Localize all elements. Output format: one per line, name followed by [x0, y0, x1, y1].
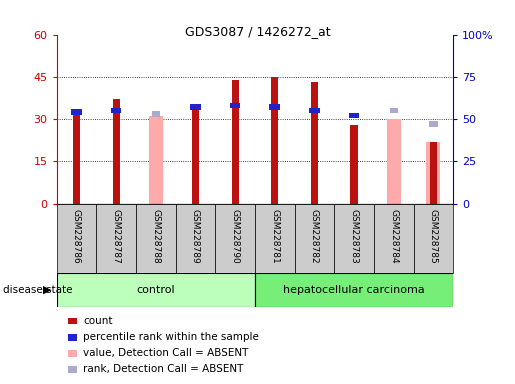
Text: ▶: ▶ — [43, 285, 52, 295]
Bar — [68, 350, 77, 357]
Text: GSM228784: GSM228784 — [389, 209, 398, 264]
Bar — [230, 103, 241, 108]
Text: GSM228785: GSM228785 — [429, 209, 438, 264]
Bar — [374, 204, 414, 273]
Bar — [414, 204, 453, 273]
Bar — [387, 119, 401, 204]
Text: GSM228781: GSM228781 — [270, 209, 279, 264]
Bar — [311, 83, 318, 204]
Bar — [271, 77, 278, 204]
Bar — [255, 204, 295, 273]
Bar — [57, 273, 255, 307]
Bar — [68, 366, 77, 373]
Bar — [73, 113, 80, 204]
Text: GSM228783: GSM228783 — [350, 209, 358, 264]
Bar — [57, 204, 96, 273]
Text: hepatocellular carcinoma: hepatocellular carcinoma — [283, 285, 425, 295]
Text: value, Detection Call = ABSENT: value, Detection Call = ABSENT — [83, 348, 249, 358]
Text: GDS3087 / 1426272_at: GDS3087 / 1426272_at — [185, 25, 330, 38]
Bar — [190, 104, 201, 110]
Text: control: control — [136, 285, 175, 295]
Text: GSM228789: GSM228789 — [191, 209, 200, 264]
Bar — [113, 99, 119, 204]
Bar — [71, 109, 82, 115]
Bar — [176, 204, 215, 273]
Bar — [269, 104, 280, 110]
Bar — [149, 116, 163, 204]
Text: GSM228787: GSM228787 — [112, 209, 121, 264]
Text: GSM228786: GSM228786 — [72, 209, 81, 264]
Bar — [389, 108, 398, 113]
Text: GSM228782: GSM228782 — [310, 209, 319, 264]
Bar — [232, 79, 238, 204]
Text: disease state: disease state — [3, 285, 72, 295]
Bar — [295, 204, 334, 273]
Bar — [426, 142, 440, 204]
Text: count: count — [83, 316, 113, 326]
Bar — [215, 204, 255, 273]
Bar — [309, 108, 320, 113]
Bar — [334, 204, 374, 273]
Bar — [68, 318, 77, 324]
Bar — [429, 121, 438, 127]
Bar — [255, 273, 453, 307]
Bar — [349, 113, 359, 119]
Text: percentile rank within the sample: percentile rank within the sample — [83, 332, 260, 342]
Text: GSM228788: GSM228788 — [151, 209, 160, 264]
Bar — [136, 204, 176, 273]
Text: rank, Detection Call = ABSENT: rank, Detection Call = ABSENT — [83, 364, 244, 374]
Bar — [351, 125, 357, 204]
Text: GSM228790: GSM228790 — [231, 209, 239, 264]
Bar — [96, 204, 136, 273]
Bar — [192, 105, 199, 204]
Bar — [68, 334, 77, 341]
Bar — [111, 108, 122, 113]
Bar — [151, 111, 160, 117]
Bar — [430, 142, 437, 204]
